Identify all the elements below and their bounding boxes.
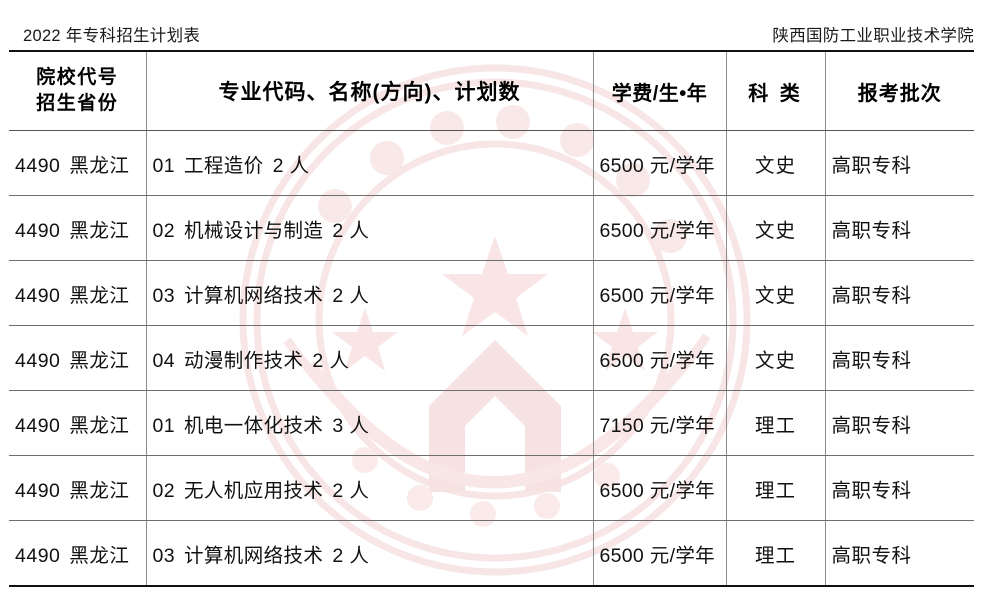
cell-major: 04 动漫制作技术 2 人 [145, 325, 594, 391]
major-name-value: 无人机应用技术 [184, 479, 324, 502]
plan-count-value: 3 人 [332, 414, 370, 437]
cell-category: 文史 [725, 130, 826, 196]
province-value: 黑龙江 [69, 544, 130, 567]
admission-plan-table: 院校代号 招生省份 专业代码、名称(方向)、计划数 学费/生•年 科 类 报考批… [9, 50, 974, 587]
major-name-value: 工程造价 [184, 154, 264, 177]
cell-fee: 6500 元/学年 [592, 325, 727, 391]
school-code-value: 4490 [15, 349, 61, 372]
running-header: 2022 年专科招生计划表 陕西国防工业职业技术学院 [9, 0, 980, 50]
table-row: 4490 黑龙江 02 机械设计与制造 2 人 6500 元/学年 文史 高职专科 [9, 195, 974, 261]
major-name-value: 计算机网络技术 [184, 284, 324, 307]
table-body: 4490 黑龙江 01 工程造价 2 人 6500 元/学年 文史 高职专科 4490 黑龙江 02… [9, 130, 974, 587]
plan-count-value: 2 人 [332, 544, 370, 567]
school-code-value: 4490 [15, 414, 61, 437]
table-row: 4490 黑龙江 02 无人机应用技术 2 人 6500 元/学年 理工 高职专科 [9, 455, 974, 521]
column-header-school-code-line2: 招生省份 [36, 93, 119, 114]
table-row: 4490 黑龙江 01 工程造价 2 人 6500 元/学年 文史 高职专科 [9, 130, 974, 196]
school-code-value: 4490 [15, 479, 61, 502]
plan-count-value: 2 人 [332, 479, 370, 502]
cell-school-code-province: 4490 黑龙江 [9, 130, 147, 196]
column-header-major: 专业代码、名称(方向)、计划数 [145, 50, 594, 131]
cell-school-code-province: 4490 黑龙江 [9, 455, 147, 521]
province-value: 黑龙江 [69, 219, 130, 242]
major-code-value: 01 [152, 414, 175, 437]
province-value: 黑龙江 [69, 284, 130, 307]
major-code-value: 01 [152, 154, 175, 177]
cell-fee: 7150 元/学年 [592, 390, 727, 456]
table-row: 4490 黑龙江 03 计算机网络技术 2 人 6500 元/学年 文史 高职专科 [9, 260, 974, 326]
major-name-value: 计算机网络技术 [184, 544, 324, 567]
table-row: 4490 黑龙江 03 计算机网络技术 2 人 6500 元/学年 理工 高职专科 [9, 520, 974, 587]
cell-fee: 6500 元/学年 [592, 130, 727, 196]
running-header-school: 陕西国防工业职业技术学院 [772, 27, 974, 45]
major-name-value: 机械设计与制造 [184, 219, 324, 242]
school-code-value: 4490 [15, 284, 61, 307]
cell-school-code-province: 4490 黑龙江 [9, 260, 147, 326]
school-code-value: 4490 [15, 544, 61, 567]
cell-batch: 高职专科 [824, 130, 974, 196]
plan-count-value: 2 人 [272, 154, 310, 177]
cell-batch: 高职专科 [824, 520, 974, 587]
column-header-fee: 学费/生•年 [592, 50, 727, 131]
province-value: 黑龙江 [69, 154, 130, 177]
column-header-category: 科 类 [725, 50, 826, 131]
table-header-row: 院校代号 招生省份 专业代码、名称(方向)、计划数 学费/生•年 科 类 报考批… [9, 50, 974, 131]
cell-fee: 6500 元/学年 [592, 455, 727, 521]
cell-school-code-province: 4490 黑龙江 [9, 195, 147, 261]
cell-batch: 高职专科 [824, 390, 974, 456]
cell-major: 02 无人机应用技术 2 人 [145, 455, 594, 521]
major-code-value: 04 [152, 349, 175, 372]
cell-batch: 高职专科 [824, 260, 974, 326]
province-value: 黑龙江 [69, 479, 130, 502]
major-name-value: 机电一体化技术 [184, 414, 324, 437]
cell-category: 理工 [725, 520, 826, 587]
major-code-value: 02 [152, 479, 175, 502]
school-code-value: 4490 [15, 154, 61, 177]
cell-major: 02 机械设计与制造 2 人 [145, 195, 594, 261]
cell-batch: 高职专科 [824, 325, 974, 391]
cell-school-code-province: 4490 黑龙江 [9, 390, 147, 456]
cell-major: 03 计算机网络技术 2 人 [145, 520, 594, 587]
column-header-school-code: 院校代号 招生省份 [9, 50, 147, 131]
plan-count-value: 2 人 [332, 284, 370, 307]
school-code-value: 4490 [15, 219, 61, 242]
table-row: 4490 黑龙江 04 动漫制作技术 2 人 6500 元/学年 文史 高职专科 [9, 325, 974, 391]
cell-school-code-province: 4490 黑龙江 [9, 520, 147, 587]
cell-category: 理工 [725, 455, 826, 521]
cell-school-code-province: 4490 黑龙江 [9, 325, 147, 391]
major-code-value: 02 [152, 219, 175, 242]
cell-major: 03 计算机网络技术 2 人 [145, 260, 594, 326]
cell-fee: 6500 元/学年 [592, 260, 727, 326]
major-name-value: 动漫制作技术 [184, 349, 304, 372]
column-header-school-code-line1: 院校代号 [36, 67, 119, 89]
cell-category: 文史 [725, 195, 826, 261]
table-row: 4490 黑龙江 01 机电一体化技术 3 人 7150 元/学年 理工 高职专科 [9, 390, 974, 456]
cell-major: 01 机电一体化技术 3 人 [145, 390, 594, 456]
cell-batch: 高职专科 [824, 195, 974, 261]
province-value: 黑龙江 [69, 349, 130, 372]
major-code-value: 03 [152, 284, 175, 307]
cell-category: 理工 [725, 390, 826, 456]
column-header-batch: 报考批次 [824, 50, 974, 131]
cell-fee: 6500 元/学年 [592, 520, 727, 587]
cell-major: 01 工程造价 2 人 [145, 130, 594, 196]
plan-count-value: 2 人 [332, 219, 370, 242]
cell-fee: 6500 元/学年 [592, 195, 727, 261]
cell-batch: 高职专科 [824, 455, 974, 521]
plan-count-value: 2 人 [312, 349, 350, 372]
running-header-title: 2022 年专科招生计划表 [23, 27, 201, 45]
major-code-value: 03 [152, 544, 175, 567]
cell-category: 文史 [725, 325, 826, 391]
province-value: 黑龙江 [69, 414, 130, 437]
cell-category: 文史 [725, 260, 826, 326]
